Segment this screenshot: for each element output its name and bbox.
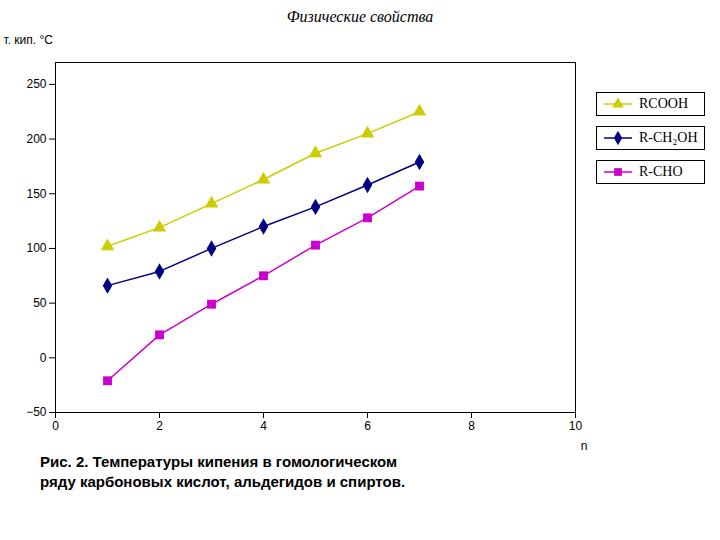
svg-text:т. кип. °C: т. кип. °C: [4, 33, 54, 47]
html-text:ряду карбоновых кислот, альдег: ряду карбоновых кислот, альдегидов и спи…: [40, 473, 406, 490]
svg-text:150: 150: [26, 187, 46, 201]
html-text:R-CH₂OH: R-CH₂OH: [639, 130, 698, 145]
svg-text:0: 0: [52, 419, 59, 433]
svg-text:n: n: [581, 439, 588, 453]
html-text:RCOOH: RCOOH: [639, 96, 688, 111]
svg-text:−50: −50: [26, 405, 47, 419]
svg-text:4: 4: [260, 419, 267, 433]
svg-text:50: 50: [33, 296, 47, 310]
svg-text:2: 2: [156, 419, 163, 433]
svg-text:6: 6: [364, 419, 371, 433]
svg-text:0: 0: [40, 351, 47, 365]
svg-text:8: 8: [468, 419, 475, 433]
svg-text:10: 10: [569, 419, 583, 433]
html-text:Рис. 2. Температуры кипения в: Рис. 2. Температуры кипения в гомологиче…: [40, 453, 398, 470]
svg-text:200: 200: [26, 132, 46, 146]
html-text:R-CHO: R-CHO: [639, 164, 683, 179]
html-text:Физические свойства: Физические свойства: [286, 8, 434, 25]
svg-text:250: 250: [26, 77, 46, 91]
svg-text:100: 100: [26, 241, 46, 255]
